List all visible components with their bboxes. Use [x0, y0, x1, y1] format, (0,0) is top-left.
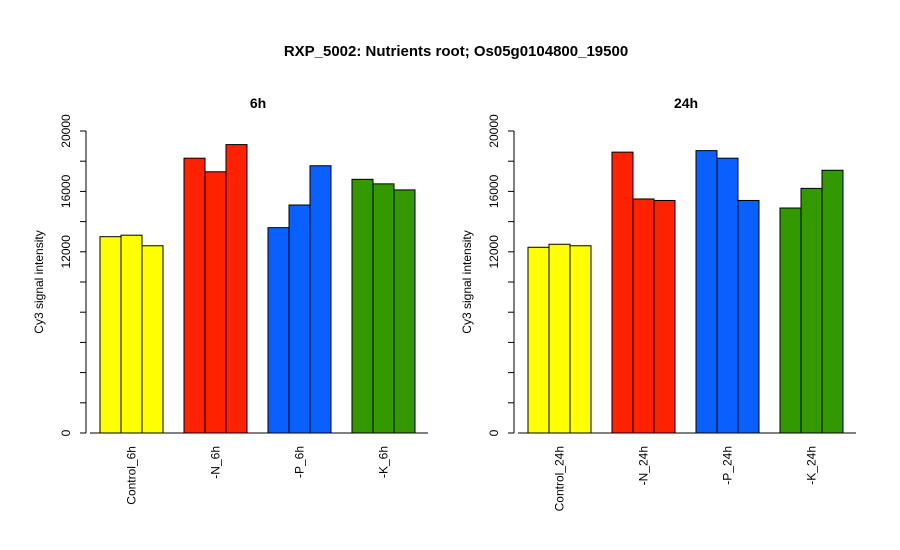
bar-p6h-1 — [267, 227, 290, 434]
y-tick-label: 20000 — [59, 114, 73, 148]
bar-n24h-2 — [632, 198, 655, 434]
category-label: -N_6h — [209, 446, 223, 479]
category-label: -K_6h — [377, 446, 391, 478]
x-axis-labels-6h: Control_6h -N_6h -P_6h -K_6h — [125, 446, 391, 505]
category-label: -N_24h — [637, 446, 651, 485]
bar-p24h-2 — [716, 157, 739, 434]
panel-title-24h: 24h — [674, 95, 698, 111]
panel-24h: 24h Cy3 signal intensity 0 12000 16000 2000… — [460, 95, 856, 511]
y-tick-label: 12000 — [59, 235, 73, 269]
bar-n24h-3 — [653, 199, 676, 434]
bar-k24h-2 — [800, 187, 823, 434]
y-axis-24h: 0 12000 16000 20000 — [487, 114, 515, 436]
bar-control24h-2 — [548, 243, 571, 434]
bar-k24h-1 — [779, 207, 802, 434]
category-label: Control_24h — [553, 446, 567, 511]
bar-control6h-3 — [141, 245, 164, 434]
bar-n6h-1 — [183, 157, 206, 434]
bars-24h — [527, 150, 844, 434]
y-tick-label: 12000 — [487, 235, 501, 269]
category-label: -P_24h — [721, 446, 735, 485]
panel-title-6h: 6h — [250, 95, 266, 111]
category-label: -P_6h — [293, 446, 307, 478]
bar-control24h-3 — [569, 245, 592, 434]
y-axis-6h: 0 12000 16000 20000 — [59, 114, 87, 436]
panel-6h: 6h Cy3 signal intensity 0 12000 16000 20000… — [32, 95, 428, 505]
bar-p6h-2 — [288, 204, 311, 434]
bar-n6h-2 — [204, 171, 227, 434]
y-tick-label: 20000 — [487, 114, 501, 148]
bar-p24h-3 — [737, 199, 760, 434]
bar-k24h-3 — [821, 169, 844, 434]
y-tick-label: 0 — [487, 429, 501, 436]
bar-k6h-1 — [351, 178, 374, 434]
y-axis-label-24h: Cy3 signal intensity — [460, 230, 474, 333]
bar-k6h-2 — [372, 183, 395, 434]
bar-control6h-2 — [120, 234, 143, 434]
bar-p24h-1 — [695, 150, 718, 434]
bar-control24h-1 — [527, 246, 550, 434]
category-label: -K_24h — [805, 446, 819, 485]
figure-title: RXP_5002: Nutrients root; Os05g0104800_1… — [284, 43, 628, 60]
y-axis-label-6h: Cy3 signal intensity — [32, 230, 46, 333]
y-tick-label: 16000 — [59, 174, 73, 208]
bar-n6h-3 — [225, 144, 248, 434]
y-tick-label: 0 — [59, 429, 73, 436]
bar-k6h-3 — [393, 189, 416, 434]
bars-6h — [99, 144, 416, 434]
bar-p6h-3 — [309, 165, 332, 434]
bar-control6h-1 — [99, 236, 122, 434]
x-axis-labels-24h: Control_24h -N_24h -P_24h -K_24h — [553, 446, 819, 511]
category-label: Control_6h — [125, 446, 139, 505]
bar-n24h-1 — [611, 151, 634, 434]
y-tick-label: 16000 — [487, 174, 501, 208]
